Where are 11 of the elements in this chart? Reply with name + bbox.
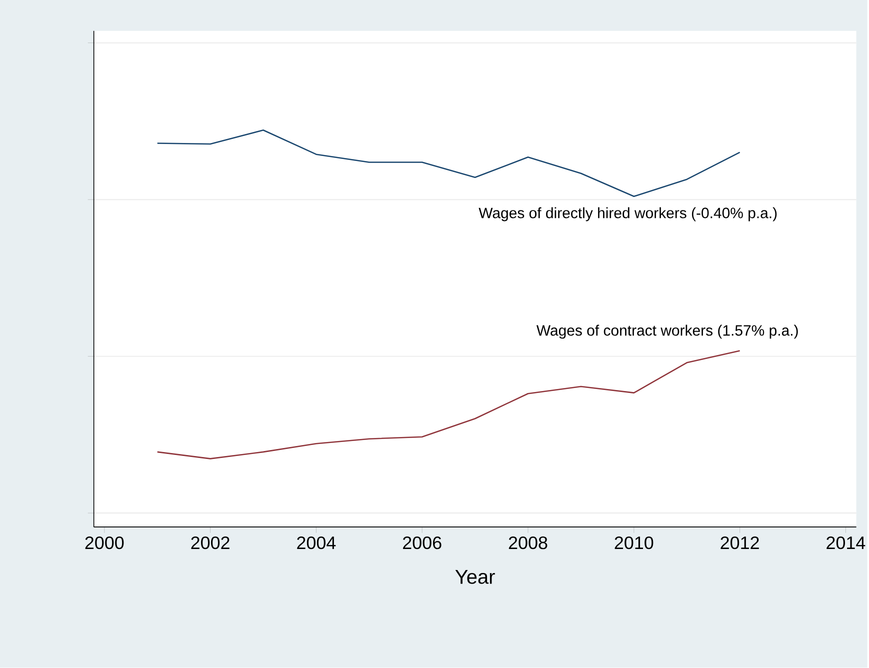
x-tick-label: 2010 [614,536,654,550]
annotation: Wages of directly hired workers (-0.40% p.a.) [478,207,777,222]
annotation: Wages of contract workers (1.57% p.a.) [536,324,798,339]
x-tick-label: 2008 [508,536,548,550]
x-axis-title: Year [455,570,495,584]
x-tick-label: 2014 [826,536,866,550]
x-tick-label: 2012 [720,536,759,550]
x-tick-label: 2006 [403,536,442,550]
x-tick-label: 2004 [297,536,336,550]
x-tick-label: 2002 [191,536,230,550]
x-tick-label: 2000 [85,536,124,550]
